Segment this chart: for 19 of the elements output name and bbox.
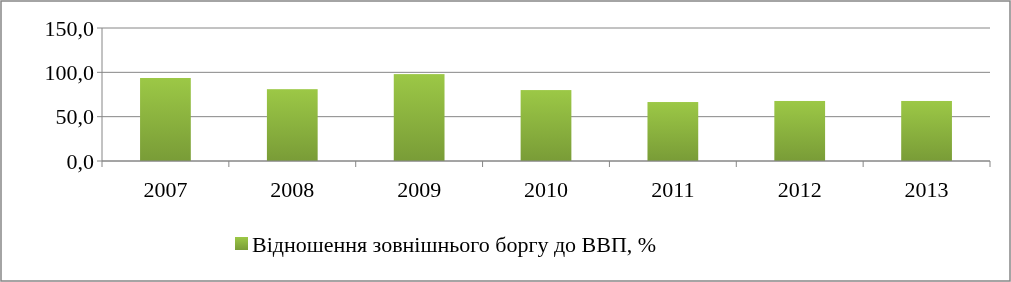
x-tick-label: 2007	[143, 177, 188, 202]
x-tick-label: 2008	[270, 177, 315, 202]
x-tick-label: 2013	[904, 177, 949, 202]
y-tick-label: 100,0	[44, 60, 94, 86]
legend-label: Відношення зовнішнього боргу до ВВП, %	[252, 231, 657, 257]
bar	[647, 102, 699, 161]
x-tick-label: 2012	[777, 177, 822, 202]
bar	[901, 100, 952, 161]
x-tick-label: 2011	[651, 177, 695, 202]
bar	[774, 100, 826, 161]
y-tick-label: 0,0	[66, 148, 94, 174]
y-tick-label: 50,0	[55, 104, 94, 130]
bar	[393, 74, 445, 161]
x-tick-label: 2009	[397, 177, 442, 202]
x-tick-label: 2010	[524, 177, 568, 202]
bar	[520, 90, 572, 161]
bar	[266, 89, 318, 161]
bar	[140, 78, 191, 161]
y-tick-label: 150,0	[44, 15, 94, 41]
